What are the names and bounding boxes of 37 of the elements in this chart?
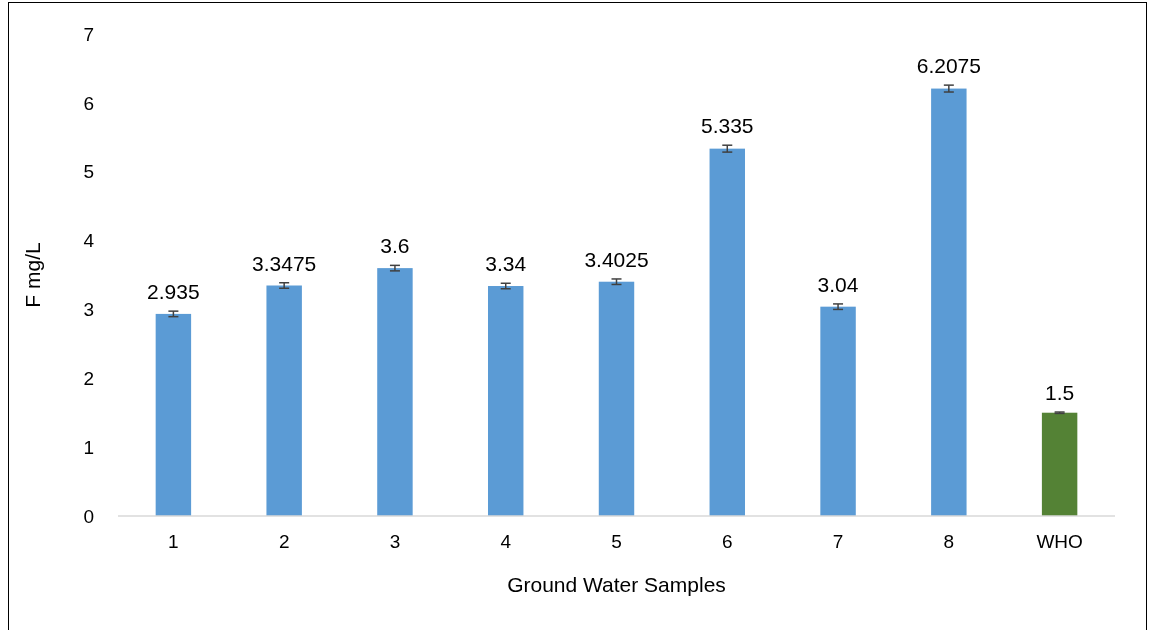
data-label: 3.04 (817, 272, 859, 296)
data-label: 5.335 (701, 114, 754, 138)
bar (1041, 412, 1078, 516)
bar (266, 285, 302, 516)
x-tick-label: WHO (1036, 531, 1083, 552)
data-label: 2.935 (147, 280, 200, 304)
x-tick-label: 3 (389, 531, 401, 552)
bar (377, 268, 413, 516)
bar (931, 88, 967, 516)
x-tick-label: 8 (943, 531, 955, 552)
y-tick-label: 5 (83, 161, 94, 183)
data-label: 1.5 (1045, 381, 1075, 405)
y-axis-title: F mg/L (21, 242, 44, 308)
y-tick-label: 7 (83, 23, 94, 45)
y-tick-label: 1 (83, 436, 94, 458)
data-label: 6.2075 (916, 54, 981, 78)
x-axis-title: Ground Water Samples (507, 573, 726, 596)
data-label: 3.4025 (584, 247, 649, 271)
y-tick-label: 0 (83, 505, 94, 527)
data-label: 3.3475 (252, 251, 317, 275)
x-tick-label: 2 (278, 531, 290, 552)
x-tick-label: 4 (500, 531, 512, 552)
x-tick-label: 5 (611, 531, 622, 552)
x-tick-label: 1 (168, 531, 179, 552)
bar (155, 313, 192, 516)
y-tick-label: 3 (83, 299, 94, 321)
bar (488, 286, 524, 516)
x-tick-label: 7 (832, 531, 844, 552)
bar (709, 148, 745, 516)
data-label: 3.6 (380, 234, 410, 258)
data-label: 3.34 (485, 252, 527, 276)
y-tick-label: 4 (83, 230, 95, 252)
bar (598, 281, 635, 516)
x-tick-label: 6 (721, 531, 733, 552)
y-tick-label: 2 (83, 367, 94, 389)
bar (820, 306, 856, 516)
y-tick-label: 6 (83, 92, 94, 114)
